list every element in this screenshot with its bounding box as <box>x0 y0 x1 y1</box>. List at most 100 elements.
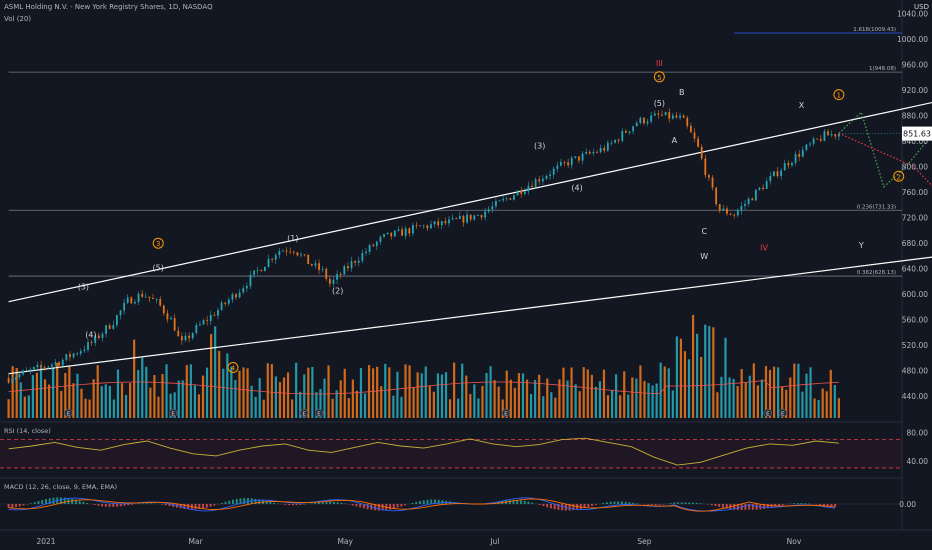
volume-bar <box>266 363 269 418</box>
volume-bar <box>772 366 776 418</box>
volume-bar <box>837 398 840 418</box>
volume-bar <box>376 366 379 418</box>
volume-bar <box>408 365 411 418</box>
volume-bar <box>489 366 492 418</box>
candle-body <box>108 325 111 329</box>
macd-histogram-bar <box>303 504 306 505</box>
macd-histogram-bar <box>112 504 115 507</box>
volume-bar <box>7 399 10 418</box>
candle-body <box>538 179 541 182</box>
macd-histogram-bar <box>22 504 25 506</box>
wave-label: Y <box>858 241 864 250</box>
candle-body <box>155 298 158 300</box>
grid <box>0 0 932 531</box>
candle-body <box>25 370 28 372</box>
volume-bar <box>43 379 47 418</box>
volume-bar <box>133 339 136 418</box>
candle-body <box>408 228 411 234</box>
candle-body <box>29 369 32 371</box>
volume-label: Vol (20) <box>4 15 32 23</box>
candle-body <box>491 206 494 210</box>
macd-histogram-bar <box>145 503 148 504</box>
candle-body <box>473 215 476 220</box>
earnings-marker[interactable] <box>168 408 178 418</box>
macd-histogram-bar <box>609 501 612 504</box>
volume-bar <box>286 372 290 418</box>
macd-histogram-bar <box>441 500 444 504</box>
trendline[interactable] <box>8 144 932 375</box>
macd-histogram-bar <box>30 503 33 504</box>
y-tick-label: 760.00 <box>902 188 928 197</box>
candle-body <box>689 125 692 133</box>
volume-bar <box>64 372 67 418</box>
macd-histogram-bar <box>243 498 246 504</box>
macd-histogram-bar <box>800 503 803 504</box>
volume-bar <box>440 374 444 418</box>
macd-histogram-bar <box>213 504 216 506</box>
macd-histogram-bar <box>194 504 197 510</box>
earnings-marker[interactable] <box>299 408 309 418</box>
volume-bar <box>80 388 83 418</box>
macd-histogram-bar <box>508 500 511 504</box>
volume-bar <box>736 386 739 418</box>
candle-body <box>235 294 237 298</box>
candle-body <box>397 229 400 231</box>
candle-body <box>560 162 562 166</box>
volume-bar <box>205 367 209 418</box>
candle-body <box>365 251 367 254</box>
macd-histogram-bar <box>78 500 81 504</box>
candle-body <box>404 228 407 236</box>
volume-bar <box>96 365 99 418</box>
earnings-marker[interactable] <box>64 408 73 418</box>
earnings-marker-label: E <box>67 412 71 418</box>
macd-histogram-bar <box>815 504 818 505</box>
volume-bar <box>141 357 144 418</box>
candle-body <box>466 214 468 223</box>
rsi-y-tick-label: 40.00 <box>907 457 929 466</box>
volume-bar <box>39 367 43 418</box>
macd-histogram-bar <box>246 498 249 504</box>
candle-body <box>318 263 320 270</box>
candle-body <box>520 190 523 194</box>
candle-body <box>614 139 616 143</box>
y-tick-label: 800.00 <box>902 163 928 172</box>
earnings-marker[interactable] <box>763 408 773 418</box>
macd-histogram-bar <box>224 501 227 504</box>
macd-histogram-bar <box>332 501 335 504</box>
macd-histogram-bar <box>419 500 421 504</box>
volume-bar <box>250 385 253 418</box>
volume-bar <box>372 368 375 418</box>
macd-histogram-bar <box>11 504 14 508</box>
wave-label: (2) <box>332 286 343 295</box>
earnings-marker[interactable] <box>314 408 324 418</box>
macd-histogram-bar <box>220 503 223 504</box>
volume-bar <box>691 314 695 418</box>
volume-bar <box>615 374 618 418</box>
trendline[interactable] <box>8 3 932 303</box>
volume-bar <box>785 389 788 418</box>
volume-bar <box>278 382 282 418</box>
candle-body <box>202 320 205 325</box>
fib-level-label: 1.618(1009.43) <box>853 27 896 33</box>
volume-bar <box>760 379 764 418</box>
last-price-badge <box>902 126 932 141</box>
earnings-marker[interactable] <box>778 408 788 418</box>
macd-histogram-bar <box>232 499 234 504</box>
candle-body <box>354 261 357 263</box>
earnings-marker[interactable] <box>501 408 511 418</box>
wave-label: III <box>656 59 663 68</box>
candle-body <box>729 213 732 215</box>
volume-bar <box>388 367 391 418</box>
volume-bar <box>104 384 107 418</box>
macd-histogram-bar <box>71 498 74 504</box>
macd-histogram-bar <box>18 504 21 507</box>
macd-histogram-bar <box>52 497 55 504</box>
earnings-marker-label: E <box>302 412 306 418</box>
macd-histogram-bar <box>523 500 526 504</box>
macd-histogram-bar <box>160 504 163 505</box>
macd-histogram-bar <box>549 504 552 509</box>
candle-body <box>361 253 364 261</box>
candle-body <box>552 168 555 175</box>
candle-body <box>563 162 566 163</box>
